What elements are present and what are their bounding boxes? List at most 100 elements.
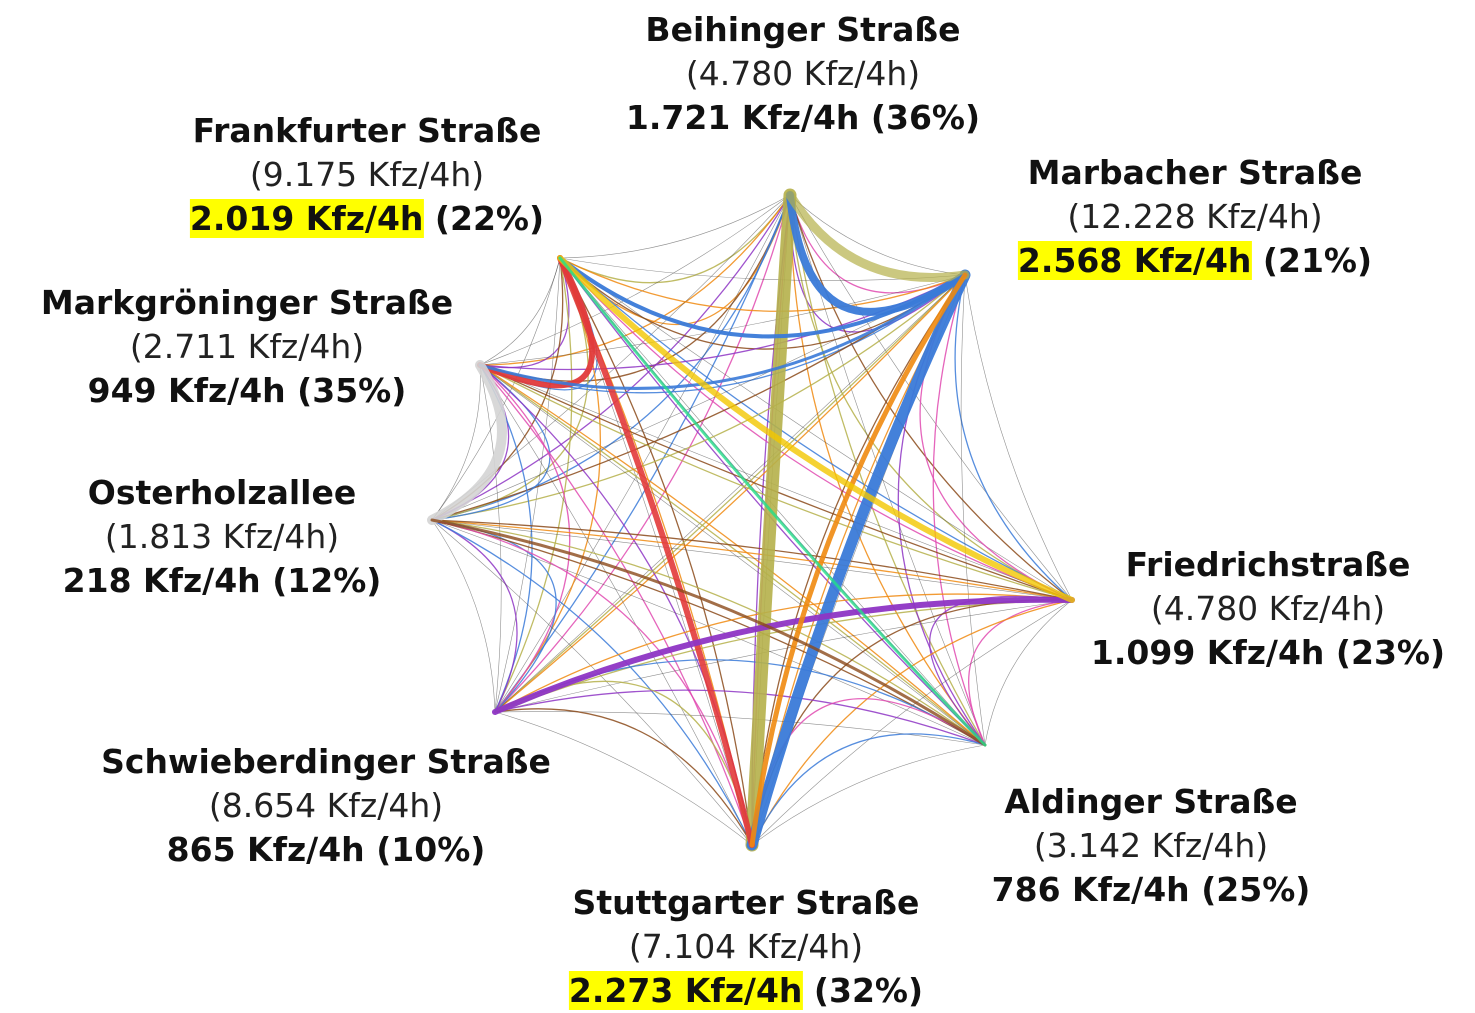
chord: [430, 518, 987, 747]
chord: [479, 364, 533, 713]
node-label: Beihinger Straße (4.780 Kfz/4h) 1.721 Kfz/…: [626, 8, 980, 140]
node-name: Frankfurter Straße: [192, 111, 542, 150]
node-flow: 949 Kfz/4h: [87, 371, 286, 410]
chord: [494, 257, 602, 713]
node-share: (22%): [434, 199, 545, 238]
chord: [479, 364, 986, 746]
chord: [789, 194, 966, 276]
chord: [431, 519, 986, 746]
node-flow: 786 Kfz/4h: [991, 870, 1190, 909]
chord: [479, 194, 791, 366]
node-total: (3.142 Kfz/4h): [1033, 826, 1269, 865]
chord: [494, 274, 966, 713]
node-total: (4.780 Kfz/4h): [685, 54, 921, 93]
chord: [746, 269, 971, 851]
chord: [431, 519, 557, 713]
node-flow: 218 Kfz/4h: [62, 561, 261, 600]
node-total: (9.175 Kfz/4h): [249, 155, 485, 194]
node-share: (21%): [1262, 241, 1373, 280]
chord: [559, 257, 753, 846]
chord: [431, 274, 966, 521]
chord: [479, 364, 1073, 601]
chord: [558, 256, 967, 339]
chord: [558, 256, 987, 747]
chord: [494, 689, 986, 746]
node-share: (36%): [870, 98, 981, 137]
node-flow: 2.568 Kfz/4h: [1017, 241, 1252, 280]
chord: [789, 194, 986, 746]
node-flow: 2.019 Kfz/4h: [189, 199, 424, 238]
chord: [751, 599, 1073, 846]
node-flow: 865 Kfz/4h: [166, 830, 365, 869]
node-share: (10%): [376, 830, 486, 869]
chord: [494, 711, 986, 746]
chord: [494, 274, 966, 713]
node-total: (8.654 Kfz/4h): [208, 786, 444, 825]
chord: [431, 519, 518, 713]
chord: [431, 519, 496, 713]
chord: [478, 273, 967, 390]
node-flow-line: 1.721 Kfz/4h (36%): [626, 96, 980, 140]
node-label: Aldinger Straße (3.142 Kfz/4h) 786 Kfz/4h …: [992, 780, 1311, 912]
node-total: (1.813 Kfz/4h): [104, 517, 340, 556]
chord: [751, 744, 986, 846]
chord: [492, 596, 1075, 715]
chord: [494, 274, 966, 713]
chord: [431, 519, 753, 846]
chord: [479, 364, 753, 846]
chord: [431, 519, 986, 746]
node-label: Osterholzallee (1.813 Kfz/4h) 218 Kfz/4h (…: [63, 471, 382, 603]
node-flow: 2.273 Kfz/4h: [568, 971, 803, 1010]
chord: [479, 364, 986, 746]
node-label: Frankfurter Straße (9.175 Kfz/4h) 2.019 Kf…: [189, 109, 545, 241]
chord: [932, 274, 986, 746]
chord: [751, 274, 966, 846]
node-name: Marbacher Straße: [1027, 153, 1363, 192]
chord: [431, 519, 1073, 601]
node-label: Schwieberdinger Straße (8.654 Kfz/4h) 865 …: [101, 740, 551, 872]
chord: [431, 519, 986, 746]
node-flow-line: 1.099 Kfz/4h (23%): [1091, 631, 1445, 675]
chord: [559, 194, 791, 326]
node-total: (12.228 Kfz/4h): [1067, 197, 1323, 236]
chord: [559, 257, 1073, 601]
chord: [559, 257, 1073, 601]
chord: [494, 194, 791, 713]
chord: [559, 194, 791, 284]
chord: [960, 274, 986, 746]
node-share: (25%): [1201, 870, 1311, 909]
chord: [431, 257, 561, 521]
node-share: (23%): [1335, 633, 1446, 672]
node-flow-line: 865 Kfz/4h (10%): [101, 828, 551, 872]
chord: [431, 257, 589, 521]
node-name: Aldinger Straße: [1004, 782, 1298, 821]
node-name: Beihinger Straße: [645, 10, 961, 49]
node-share: (32%): [813, 971, 924, 1010]
node-name: Osterholzallee: [87, 473, 357, 512]
chord: [431, 519, 1073, 601]
chord: [557, 255, 1075, 603]
chord: [431, 194, 791, 521]
node-flow: 1.721 Kfz/4h: [625, 98, 860, 137]
chord: [494, 194, 791, 713]
chord: [427, 360, 507, 525]
node-share: (12%): [272, 561, 382, 600]
node-total: (2.711 Kfz/4h): [129, 327, 365, 366]
node-flow-line: 2.273 Kfz/4h (32%): [568, 969, 924, 1013]
chord: [745, 188, 797, 852]
node-name: Schwieberdinger Straße: [101, 742, 551, 781]
chord: [431, 519, 753, 846]
chord: [494, 711, 753, 846]
node-flow-line: 2.568 Kfz/4h (21%): [1017, 239, 1373, 283]
chord: [494, 708, 753, 846]
chord: [479, 364, 753, 846]
chord: [559, 257, 966, 312]
chord: [559, 257, 986, 746]
node-label: Marbacher Straße (12.228 Kfz/4h) 2.568 Kfz…: [1017, 151, 1373, 283]
chord: [968, 599, 1073, 746]
chord: [494, 194, 791, 713]
chord: [751, 599, 1073, 846]
chord: [479, 257, 561, 366]
